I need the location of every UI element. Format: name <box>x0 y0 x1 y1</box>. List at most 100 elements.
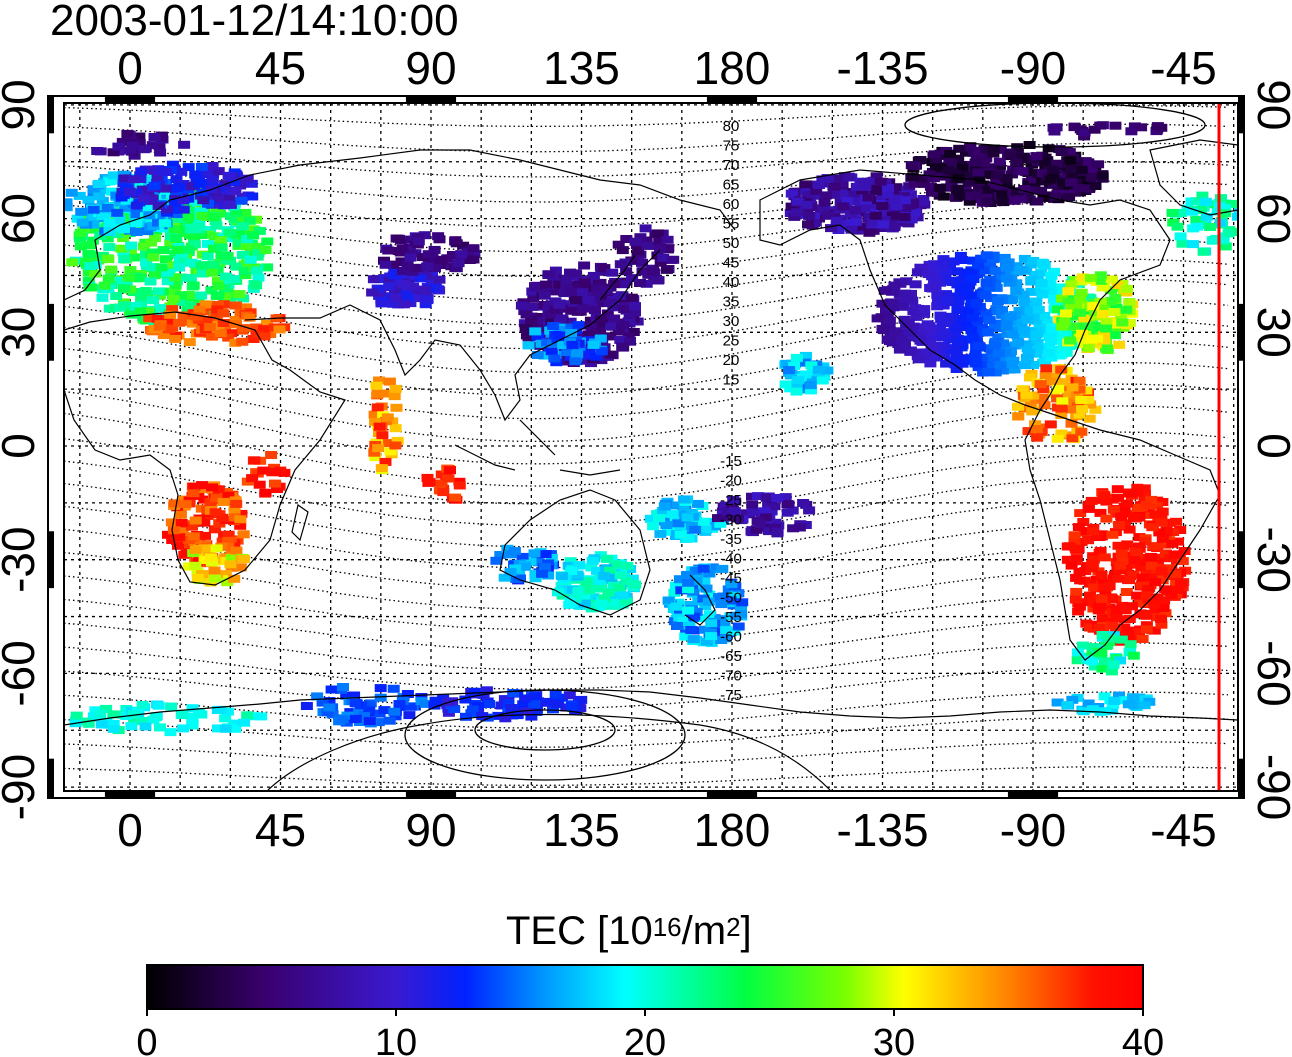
tec-cell <box>367 275 380 284</box>
tec-cell <box>311 692 324 701</box>
tec-cell <box>220 272 232 281</box>
south-pole-contour-outer <box>404 689 686 781</box>
tec-cell <box>735 610 748 618</box>
tec-cell <box>947 257 960 266</box>
tec-cell <box>818 198 831 207</box>
tec-cell <box>1131 488 1144 497</box>
tec-cell <box>1082 344 1095 353</box>
tec-cell <box>783 366 796 375</box>
tec-cell <box>674 530 687 539</box>
tec-cell <box>1103 582 1116 591</box>
tec-cell <box>989 266 1002 275</box>
tec-cell <box>223 171 236 180</box>
tec-cell <box>1167 218 1180 227</box>
tec-cell <box>1155 620 1168 629</box>
tec-cell <box>996 306 1008 315</box>
contour-label: -40 <box>720 551 742 568</box>
tec-cell <box>595 347 608 356</box>
tec-cell <box>460 712 472 721</box>
tec-cell <box>101 204 114 212</box>
tec-cell <box>1107 320 1120 329</box>
tec-cell <box>222 537 235 545</box>
tec-cell <box>507 689 520 697</box>
axis-bar-left <box>48 96 54 134</box>
tec-cell <box>1075 395 1088 404</box>
tec-cell <box>149 713 162 722</box>
tec-cell <box>1055 365 1068 374</box>
tec-cell <box>1114 656 1126 665</box>
tec-cell <box>1141 510 1154 519</box>
tec-cell <box>468 687 481 696</box>
tec-cell <box>831 174 844 183</box>
tec-cell <box>1073 568 1086 576</box>
tec-cell <box>240 242 253 251</box>
tec-cell <box>152 218 164 227</box>
tec-cell <box>1089 405 1102 414</box>
tec-cell <box>118 225 130 234</box>
tec-cell <box>813 181 825 189</box>
tec-cell <box>115 244 128 253</box>
tec-cell <box>911 268 924 277</box>
tec-cell <box>160 205 173 214</box>
tec-cell <box>1077 641 1089 650</box>
tec-cell <box>944 263 956 271</box>
tec-cell <box>1091 334 1104 343</box>
tec-cell <box>1151 501 1164 510</box>
tec-cell <box>681 513 694 522</box>
tec-cell <box>1140 500 1153 509</box>
tec-cell <box>722 585 735 594</box>
tec-cell <box>176 250 188 258</box>
tec-cell <box>222 542 235 551</box>
tec-cell <box>1062 297 1075 306</box>
tec-cell <box>525 712 538 721</box>
tec-cell <box>565 329 578 337</box>
tec-cell <box>1087 555 1100 564</box>
tec-cell <box>435 479 448 488</box>
tec-cell <box>127 175 140 184</box>
tec-cell <box>1082 504 1095 513</box>
tec-cell <box>627 579 639 588</box>
tec-cell <box>858 204 871 213</box>
tec-cell <box>699 524 712 533</box>
tec-cell <box>1111 606 1123 615</box>
tec-cell <box>590 352 603 361</box>
tec-cell <box>1115 635 1128 644</box>
tec-cell <box>539 280 552 289</box>
tec-cell <box>1108 325 1121 334</box>
tec-cell <box>1233 205 1238 214</box>
contour-line <box>64 123 1229 153</box>
contour-label: -20 <box>720 473 742 490</box>
tec-cell <box>1155 614 1167 623</box>
tec-cell <box>821 366 834 375</box>
tec-cell <box>779 380 792 389</box>
tec-cell <box>1098 337 1111 346</box>
tec-cell <box>375 464 388 473</box>
tec-cell <box>1095 276 1108 285</box>
tec-cell <box>210 315 223 324</box>
tec-cell <box>1035 186 1048 195</box>
tec-cell <box>69 716 82 725</box>
tec-cell <box>732 622 745 631</box>
tec-cell <box>247 335 260 343</box>
tec-cell <box>206 558 218 567</box>
tec-cell <box>681 570 694 579</box>
tec-cell <box>1027 395 1040 404</box>
tec-cell <box>1127 693 1139 702</box>
tec-cell <box>121 129 134 138</box>
tec-cell <box>556 572 569 581</box>
tec-cell <box>769 523 781 532</box>
tec-cell <box>498 573 511 582</box>
tec-cell <box>714 519 727 528</box>
tec-cell <box>746 500 759 509</box>
tec-cell <box>1142 584 1155 593</box>
tec-cell <box>429 264 441 272</box>
tec-cell <box>372 718 385 727</box>
tec-cell <box>731 514 744 523</box>
tec-cell <box>1166 539 1179 548</box>
tec-cell <box>208 232 221 241</box>
axis-bar-right <box>1238 758 1244 798</box>
tec-cell <box>1073 410 1086 419</box>
tec-cell <box>84 262 97 271</box>
plot-timestamp: 2003-01-12/14:10:00 <box>50 0 459 45</box>
tec-cell <box>639 224 652 233</box>
